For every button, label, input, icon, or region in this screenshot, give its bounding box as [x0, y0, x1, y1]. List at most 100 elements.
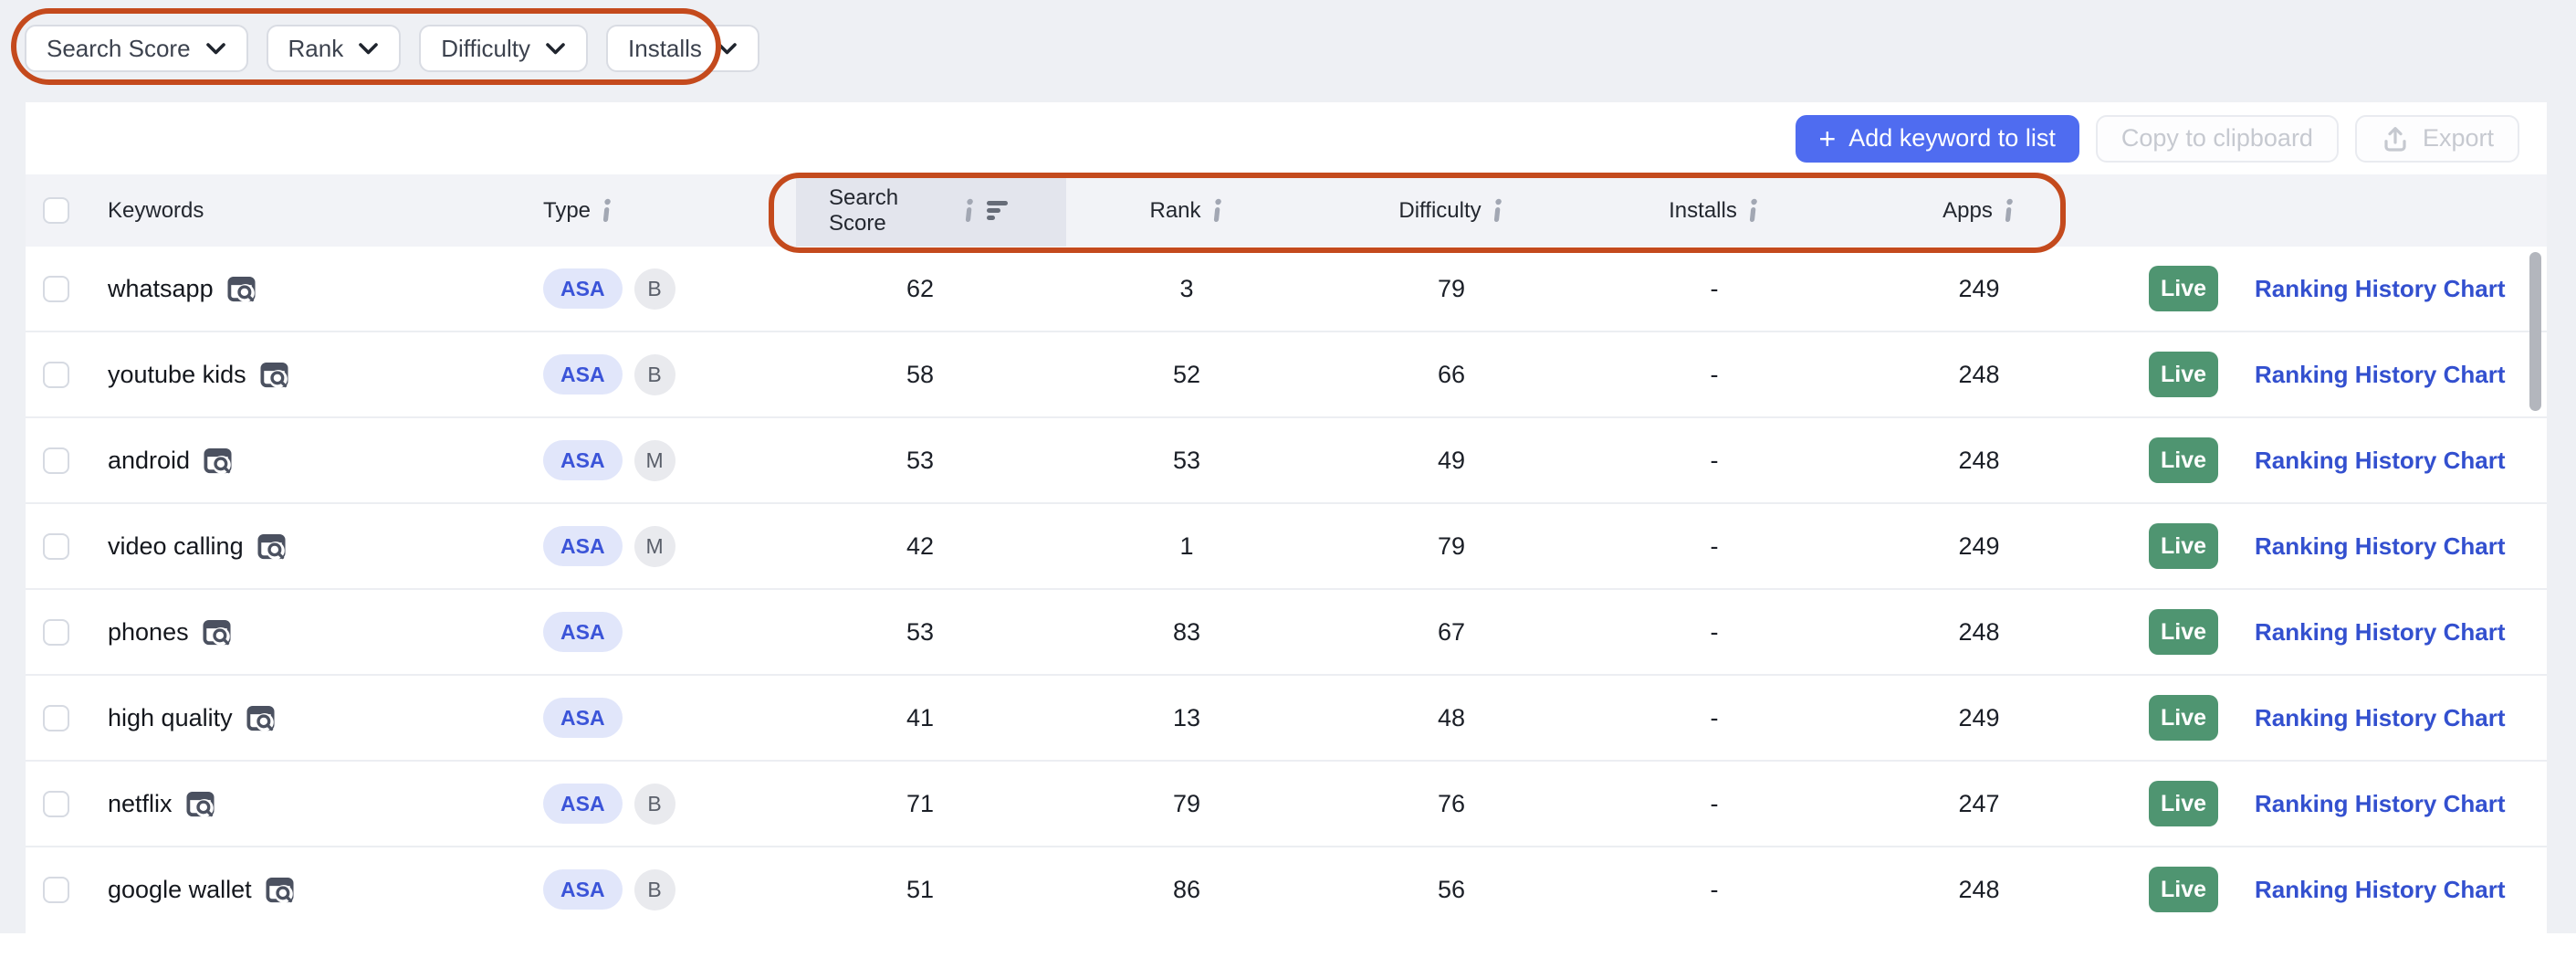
- rank-value: 13: [1172, 703, 1201, 731]
- row-checkbox[interactable]: [43, 618, 69, 646]
- type-badge-asa: ASA: [543, 526, 623, 566]
- apps-value: 248: [1958, 617, 2000, 646]
- filter-chip-installs[interactable]: Installs: [606, 25, 759, 72]
- search-score-value: 71: [906, 789, 935, 817]
- keyword-search-icon[interactable]: [245, 702, 277, 734]
- keyword-search-icon[interactable]: [258, 359, 290, 391]
- type-badge-letter: M: [634, 525, 675, 567]
- header-rank[interactable]: Rank: [1095, 174, 1278, 247]
- type-info-icon[interactable]: [602, 198, 613, 223]
- add-keyword-to-list-button[interactable]: + Add keyword to list: [1795, 114, 2079, 163]
- header-apps[interactable]: Apps: [1888, 174, 2070, 247]
- rank-value: 1: [1179, 531, 1194, 560]
- ranking-history-chart-link[interactable]: Ranking History Chart: [2255, 789, 2506, 817]
- chevron-down-icon: [358, 42, 379, 56]
- vertical-scrollbar-thumb[interactable]: [2529, 252, 2541, 411]
- keyword-label: youtube kids: [108, 360, 246, 388]
- sort-descending-icon[interactable]: [987, 200, 1011, 221]
- ranking-history-chart-link[interactable]: Ranking History Chart: [2255, 617, 2506, 646]
- header-type[interactable]: Type: [543, 174, 613, 247]
- toolbar: + Add keyword to list Copy to clipboard …: [26, 102, 2547, 174]
- table-header-row: Keywords Type Search Score Rank Difficul…: [26, 174, 2547, 247]
- difficulty-value: 48: [1437, 703, 1466, 731]
- difficulty-value: 79: [1437, 531, 1466, 560]
- row-checkbox[interactable]: [43, 275, 69, 302]
- type-badge-asa: ASA: [543, 698, 623, 738]
- ranking-history-chart-link[interactable]: Ranking History Chart: [2255, 703, 2506, 731]
- row-checkbox[interactable]: [43, 532, 69, 560]
- difficulty-info-icon[interactable]: [1492, 198, 1504, 223]
- type-badge-asa: ASA: [543, 784, 623, 824]
- header-apps-label: Apps: [1942, 197, 1993, 223]
- copy-to-clipboard-label: Copy to clipboard: [2120, 124, 2313, 152]
- difficulty-value: 49: [1437, 446, 1466, 474]
- live-status-badge: Live: [2149, 695, 2218, 741]
- keyword-search-icon[interactable]: [256, 531, 288, 563]
- header-difficulty-label: Difficulty: [1398, 197, 1482, 223]
- installs-value: -: [1710, 875, 1719, 903]
- apps-value: 248: [1958, 875, 2000, 903]
- apps-info-icon[interactable]: [2004, 198, 2016, 223]
- search-score-info-icon[interactable]: [964, 198, 976, 223]
- keyword-search-icon[interactable]: [184, 788, 216, 820]
- keyword-label: whatsapp: [108, 274, 214, 302]
- filter-chip-label: Search Score: [47, 34, 191, 62]
- search-score-value: 58: [906, 360, 935, 388]
- header-installs[interactable]: Installs: [1623, 174, 1806, 247]
- chevron-down-icon: [717, 42, 738, 56]
- keyword-label: netflix: [108, 789, 173, 817]
- installs-value: -: [1710, 446, 1719, 474]
- header-search-score-label: Search Score: [829, 184, 899, 236]
- header-keywords[interactable]: Keywords: [108, 174, 204, 247]
- type-badge-asa: ASA: [543, 354, 623, 395]
- installs-info-icon[interactable]: [1748, 198, 1760, 223]
- row-checkbox[interactable]: [43, 790, 69, 817]
- header-search-score[interactable]: Search Score: [829, 174, 1011, 247]
- apps-value: 249: [1958, 703, 2000, 731]
- filter-chip-label: Rank: [288, 34, 344, 62]
- keyword-search-icon[interactable]: [202, 445, 234, 477]
- ranking-history-chart-link[interactable]: Ranking History Chart: [2255, 360, 2506, 388]
- keyword-search-icon[interactable]: [264, 874, 296, 906]
- ranking-history-chart-link[interactable]: Ranking History Chart: [2255, 446, 2506, 474]
- table-row: high quality ASA 41 13 48 - 249 Live Ran…: [26, 676, 2547, 762]
- type-badge-letter: B: [634, 868, 675, 910]
- keyword-search-icon[interactable]: [201, 616, 233, 648]
- ranking-history-chart-link[interactable]: Ranking History Chart: [2255, 274, 2506, 302]
- live-status-badge: Live: [2149, 523, 2218, 569]
- rank-info-icon[interactable]: [1212, 198, 1224, 223]
- filter-chip-search-score[interactable]: Search Score: [25, 25, 248, 72]
- filter-chip-label: Installs: [628, 34, 702, 62]
- difficulty-value: 79: [1437, 274, 1466, 302]
- difficulty-value: 67: [1437, 617, 1466, 646]
- row-checkbox[interactable]: [43, 704, 69, 731]
- ranking-history-chart-link[interactable]: Ranking History Chart: [2255, 875, 2506, 903]
- filter-chip-difficulty[interactable]: Difficulty: [419, 25, 589, 72]
- row-checkbox[interactable]: [43, 876, 69, 903]
- rank-value: 52: [1172, 360, 1201, 388]
- keyword-label: android: [108, 446, 191, 474]
- export-button[interactable]: Export: [2354, 114, 2519, 163]
- plus-icon: +: [1818, 121, 1837, 155]
- ranking-history-chart-link[interactable]: Ranking History Chart: [2255, 531, 2506, 560]
- search-score-value: 51: [906, 875, 935, 903]
- chevron-down-icon: [545, 42, 566, 56]
- type-badge-letter: B: [634, 268, 675, 310]
- type-badge-asa: ASA: [543, 268, 623, 309]
- select-all-checkbox[interactable]: [43, 197, 69, 224]
- header-difficulty[interactable]: Difficulty: [1360, 174, 1543, 247]
- table-row: phones ASA 53 83 67 - 248 Live Ranking H…: [26, 590, 2547, 676]
- type-badge-asa: ASA: [543, 869, 623, 910]
- sorted-column-highlight: [796, 174, 1066, 247]
- type-badge-letter: B: [634, 783, 675, 825]
- keyword-table-card: + Add keyword to list Copy to clipboard …: [26, 102, 2547, 933]
- table-row: google wallet ASA B 51 86 56 - 248 Live …: [26, 847, 2547, 933]
- copy-to-clipboard-button[interactable]: Copy to clipboard: [2095, 114, 2339, 163]
- live-status-badge: Live: [2149, 609, 2218, 655]
- row-checkbox[interactable]: [43, 361, 69, 388]
- row-checkbox[interactable]: [43, 447, 69, 474]
- search-score-value: 41: [906, 703, 935, 731]
- filter-chip-rank[interactable]: Rank: [266, 25, 402, 72]
- installs-value: -: [1710, 789, 1719, 817]
- keyword-search-icon[interactable]: [225, 273, 257, 305]
